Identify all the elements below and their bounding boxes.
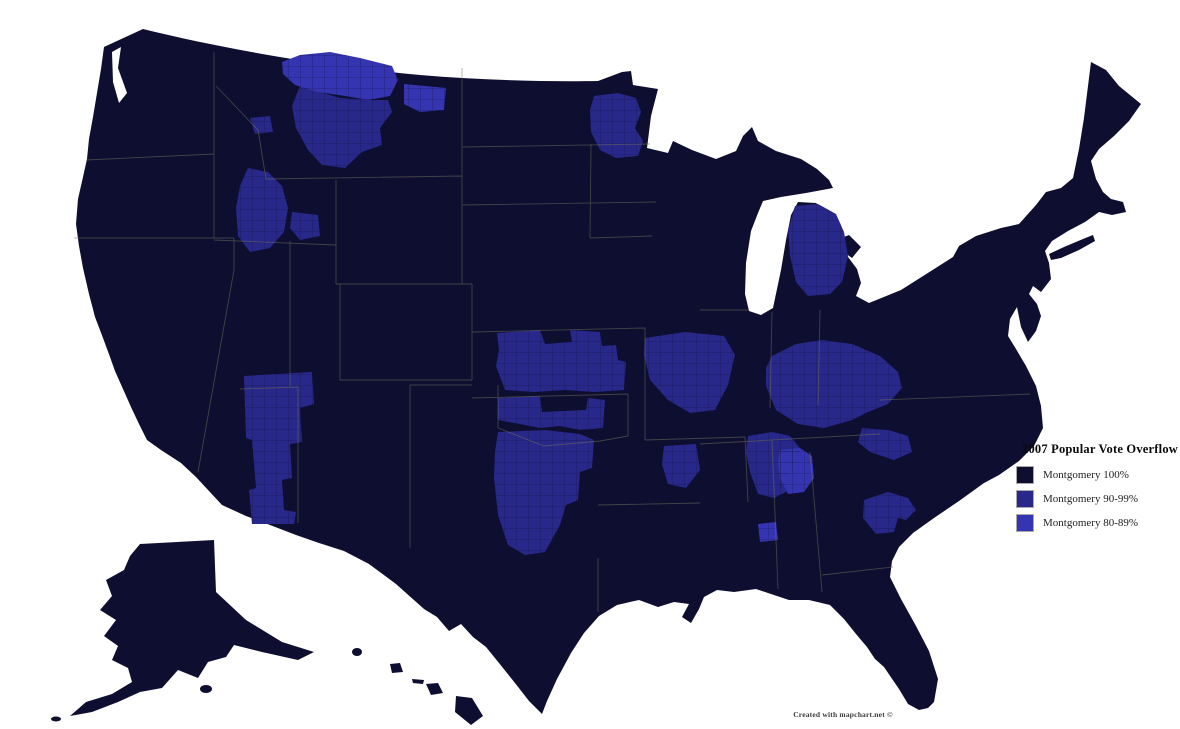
state-borders bbox=[74, 52, 1031, 612]
legend-item-80-89: Montgomery 80-89% bbox=[1016, 514, 1180, 532]
legend-title: 2007 Popular Vote Overflow bbox=[1022, 442, 1179, 456]
legend-swatch-90-99 bbox=[1016, 490, 1034, 508]
legend-item-100: Montgomery 100% bbox=[1016, 466, 1180, 484]
legend-item-90-99: Montgomery 90-99% bbox=[1016, 490, 1180, 508]
legend: 2007 Popular Vote Overflow Montgomery 10… bbox=[1016, 442, 1180, 538]
legend-label-100: Montgomery 100% bbox=[1043, 469, 1129, 481]
legend-label-80-89: Montgomery 80-89% bbox=[1043, 517, 1139, 529]
attribution: Created with mapchart.net © bbox=[793, 710, 893, 719]
legend-swatch-100 bbox=[1016, 466, 1034, 484]
puget-sound-water bbox=[112, 47, 127, 103]
legend-swatch-80-89 bbox=[1016, 514, 1034, 532]
legend-label-90-99: Montgomery 90-99% bbox=[1043, 493, 1139, 505]
